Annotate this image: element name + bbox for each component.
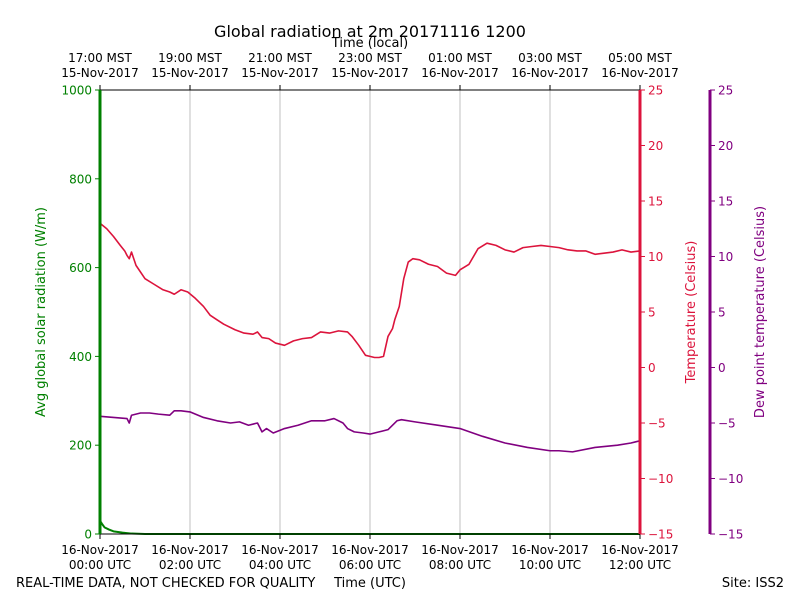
gridlines — [99, 90, 641, 534]
y-axis-label-dewpoint: Dew point temperature (Celsius) — [753, 206, 768, 418]
x-tick-label-utc-time-5: 10:00 UTC — [519, 558, 581, 572]
y-temperature-tick-label-1: −10 — [648, 472, 673, 486]
y-temperature-tick-label-0: −15 — [648, 528, 673, 542]
x-tick-label-utc-date-0: 16-Nov-2017 — [61, 543, 139, 557]
x-tick-label-local-date-4: 16-Nov-2017 — [421, 66, 499, 80]
x-tick-label-local-date-6: 16-Nov-2017 — [601, 66, 679, 80]
y-temperature-tick-label-5: 10 — [648, 250, 663, 264]
x-tick-label-utc-time-0: 00:00 UTC — [69, 558, 131, 572]
x-tick-label-local-date-3: 15-Nov-2017 — [331, 66, 409, 80]
y-axis-label-left: Avg global solar radiation (W/m) — [34, 207, 49, 417]
y-dewpoint-tick-label-3: 0 — [718, 361, 726, 375]
quality-notice: REAL-TIME DATA, NOT CHECKED FOR QUALITY — [16, 576, 315, 591]
series-line-right1 — [99, 222, 641, 359]
y-dewpoint-tick-label-8: 25 — [718, 84, 733, 98]
y-dewpoint-tick-label-4: 5 — [718, 306, 726, 320]
x-tick-label-utc-date-5: 16-Nov-2017 — [511, 543, 589, 557]
y-left-tick-label-4: 800 — [69, 172, 92, 186]
x-tick-label-utc-time-6: 12:00 UTC — [609, 558, 671, 572]
x-tick-label-utc-date-1: 16-Nov-2017 — [151, 543, 229, 557]
y-dewpoint-tick-label-2: −5 — [718, 417, 736, 431]
x-tick-label-utc-date-3: 16-Nov-2017 — [331, 543, 409, 557]
y-dewpoint-tick-label-6: 15 — [718, 195, 733, 209]
y-temperature-tick-label-2: −5 — [648, 417, 666, 431]
x-tick-label-local-time-1: 19:00 MST — [158, 51, 222, 65]
x-tick-label-local-time-5: 03:00 MST — [518, 51, 582, 65]
x-tick-label-local-time-3: 23:00 MST — [338, 51, 402, 65]
y-dewpoint-tick-label-1: −10 — [718, 472, 743, 486]
y-left-tick-label-0: 0 — [84, 528, 92, 542]
y-temperature-tick-label-4: 5 — [648, 306, 656, 320]
x-tick-label-utc-date-2: 16-Nov-2017 — [241, 543, 319, 557]
y-dewpoint-tick-label-0: −15 — [718, 528, 743, 542]
x-tick-label-utc-date-6: 16-Nov-2017 — [601, 543, 679, 557]
x-tick-label-local-time-6: 05:00 MST — [608, 51, 672, 65]
x-tick-label-utc-time-4: 08:00 UTC — [429, 558, 491, 572]
chart-title: Global radiation at 2m 20171116 1200 — [214, 22, 526, 41]
y-left-tick-label-1: 200 — [69, 439, 92, 453]
x-tick-label-local-date-0: 15-Nov-2017 — [61, 66, 139, 80]
x-tick-label-local-date-5: 16-Nov-2017 — [511, 66, 589, 80]
site-label: Site: ISS2 — [722, 576, 784, 591]
y-temperature-tick-label-6: 15 — [648, 195, 663, 209]
x-tick-label-local-date-1: 15-Nov-2017 — [151, 66, 229, 80]
x-tick-label-utc-date-4: 16-Nov-2017 — [421, 543, 499, 557]
y-dewpoint-tick-label-5: 10 — [718, 250, 733, 264]
y-dewpoint-tick-label-7: 20 — [718, 139, 733, 153]
x-tick-label-local-date-2: 15-Nov-2017 — [241, 66, 319, 80]
y-temperature-tick-label-7: 20 — [648, 139, 663, 153]
y-left-tick-label-2: 400 — [69, 350, 92, 364]
x-tick-label-local-time-4: 01:00 MST — [428, 51, 492, 65]
top-axis-label: Time (local) — [331, 36, 408, 51]
y-axis-label-temperature: Temperature (Celsius) — [684, 241, 699, 385]
axes-layer — [98, 89, 712, 535]
y-temperature-tick-label-3: 0 — [648, 361, 656, 375]
series-line-right2 — [99, 409, 641, 453]
x-tick-label-local-time-0: 17:00 MST — [68, 51, 132, 65]
y-left-tick-label-3: 600 — [69, 261, 92, 275]
x-tick-label-utc-time-1: 02:00 UTC — [159, 558, 221, 572]
y-temperature-tick-label-8: 25 — [648, 84, 663, 98]
y-left-tick-label-5: 1000 — [61, 84, 92, 98]
x-tick-label-utc-time-2: 04:00 UTC — [249, 558, 311, 572]
x-tick-label-local-time-2: 21:00 MST — [248, 51, 312, 65]
x-tick-label-utc-time-3: 06:00 UTC — [339, 558, 401, 572]
x-axis-label: Time (UTC) — [333, 576, 406, 591]
